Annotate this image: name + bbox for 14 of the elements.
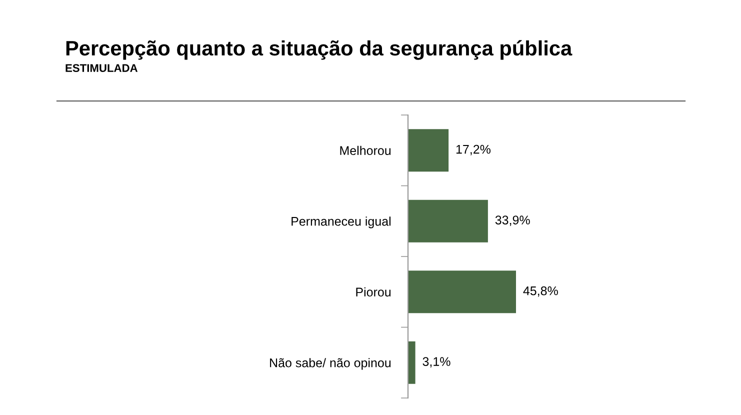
y-tick-label: Melhorou — [340, 146, 391, 156]
bar — [408, 341, 416, 384]
text: ESTIMULADA — [66, 64, 138, 72]
bar — [408, 270, 516, 314]
bar — [408, 200, 488, 242]
y-tick-label: Não sabe/ não opinou — [270, 358, 391, 370]
bar — [408, 129, 449, 172]
chart-title: Percepção quanto a situação da segurança pública — [66, 40, 572, 60]
data-label: 17,2% — [456, 144, 490, 156]
y-tick-label: Permaneceu igual — [292, 216, 391, 228]
data-label: 33,9% — [495, 216, 530, 226]
data-label: 45,8% — [523, 286, 558, 297]
y-tick-label: Piorou — [356, 287, 391, 297]
data-label: 3,1% — [422, 357, 450, 368]
